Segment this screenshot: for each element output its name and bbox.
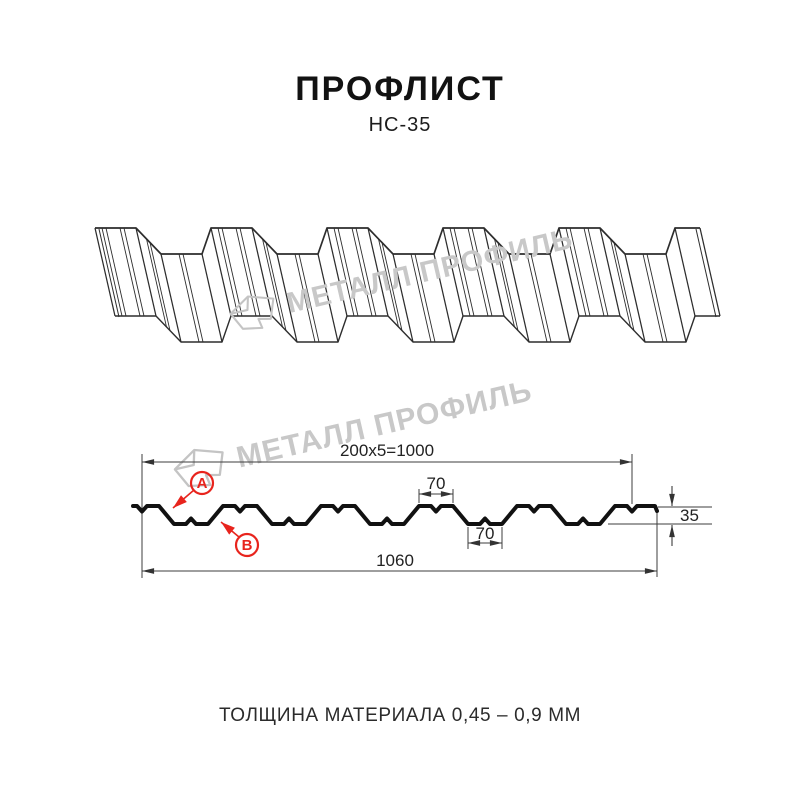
fold-line: [442, 227, 464, 317]
stiffening-groove: [217, 227, 239, 317]
stiffening-groove: [101, 227, 123, 317]
stiffening-groove: [378, 238, 399, 328]
stiffening-groove: [381, 242, 403, 331]
fold-line: [94, 227, 116, 317]
stiffening-groove: [355, 227, 377, 317]
material-thickness-note: ТОЛЩИНА МАТЕРИАЛА 0,45 – 0,9 ММ: [218, 705, 582, 726]
callout-a-leader: [172, 489, 195, 509]
back-edge-outline: [115, 315, 720, 343]
fold-line: [558, 227, 580, 317]
stiffening-groove: [497, 242, 519, 331]
fold-line: [326, 227, 348, 317]
stiffening-groove: [265, 242, 287, 331]
stiffening-groove: [337, 227, 359, 317]
watermark-upper: МЕТАЛЛ ПРОФИЛЬ: [224, 219, 578, 338]
left-cut-edge: [98, 228, 120, 318]
stiffening-groove: [235, 227, 257, 317]
stiffening-groove: [149, 242, 171, 331]
callout-a-circle: [189, 470, 215, 496]
profile-height-value: 35: [680, 506, 699, 525]
fold-line: [367, 227, 389, 317]
fold-line: [549, 253, 571, 343]
stiffening-groove: [298, 253, 320, 343]
stiffening-groove: [494, 238, 515, 328]
fold-line: [624, 253, 646, 343]
stiffening-groove: [526, 253, 548, 343]
stiffening-groove: [565, 227, 587, 317]
stiffening-groove: [262, 238, 283, 328]
bottom-rib-width-value: 70: [476, 524, 495, 543]
coverage-width-value: 200x5=1000: [340, 441, 434, 460]
fold-line: [251, 227, 273, 317]
stiffening-groove: [569, 227, 591, 317]
stiffening-groove: [410, 253, 432, 343]
stiffening-groove: [221, 227, 243, 317]
fold-line: [699, 227, 721, 317]
callout-b-leader: [220, 521, 240, 538]
stiffening-groove: [123, 227, 145, 317]
stiffening-groove: [239, 227, 261, 317]
stiffening-groove: [414, 253, 436, 343]
stiffening-groove: [613, 242, 635, 331]
stiffening-groove: [294, 253, 316, 343]
fold-line: [674, 227, 696, 317]
page-title: ПРОФЛИСТ: [295, 70, 505, 108]
stiffening-groove: [453, 227, 475, 317]
fold-line: [210, 227, 232, 317]
metall-profil-logo-icon: [229, 295, 275, 330]
fold-line: [392, 253, 414, 343]
fold-line: [160, 253, 182, 343]
total-width-value: 1060: [376, 551, 414, 570]
stiffening-groove: [467, 227, 489, 317]
fold-line: [508, 253, 530, 343]
stiffening-groove: [587, 227, 609, 317]
stiffening-groove: [530, 253, 552, 343]
fold-line: [276, 253, 298, 343]
front-edge-outline: [95, 227, 700, 255]
fold-line: [317, 253, 339, 343]
stiffening-groove: [449, 227, 471, 317]
top-rib-width-value: 70: [427, 474, 446, 493]
cross-section-outline: [131, 504, 659, 526]
stiffening-groove: [146, 238, 167, 328]
stiffening-groove: [351, 227, 373, 317]
stiffening-groove: [178, 253, 200, 343]
stiffening-groove: [119, 227, 141, 317]
stiffening-groove: [583, 227, 605, 317]
stiffening-groove: [471, 227, 493, 317]
right-cut-edge: [695, 228, 717, 318]
fold-line: [599, 227, 621, 317]
fold-line: [135, 227, 157, 317]
fold-line: [483, 227, 505, 317]
stiffening-groove: [182, 253, 204, 343]
fold-line: [433, 253, 455, 343]
stiffening-groove: [105, 227, 127, 317]
callout-b-label: B: [242, 537, 253, 554]
fold-line: [665, 253, 687, 343]
fold-line: [201, 253, 223, 343]
stiffening-groove: [646, 253, 668, 343]
profile-model-subtitle: НС-35: [368, 114, 432, 136]
stiffening-groove: [610, 238, 631, 328]
callout-b-circle: [234, 532, 260, 558]
stiffening-groove: [642, 253, 664, 343]
callout-a-label: A: [197, 475, 208, 492]
stiffening-groove: [333, 227, 355, 317]
